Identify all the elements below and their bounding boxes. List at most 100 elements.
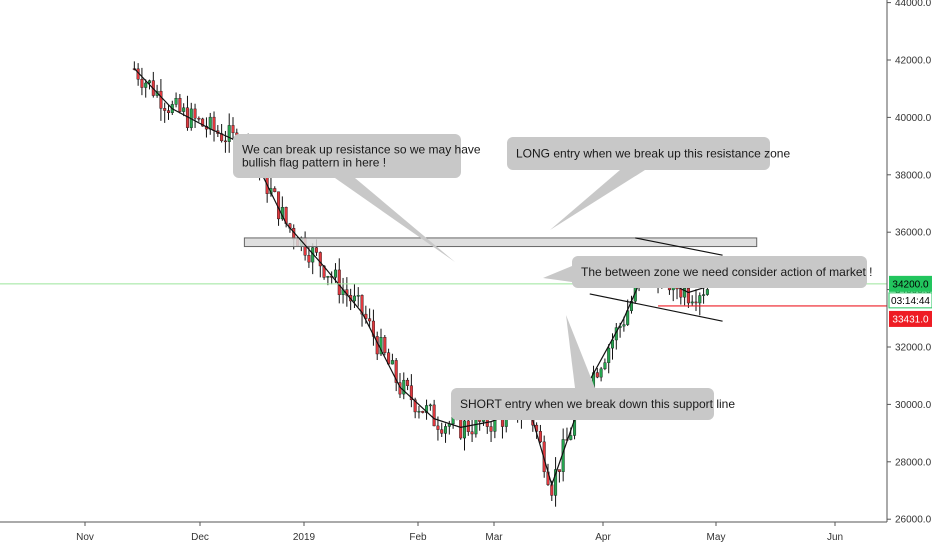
candle-up bbox=[356, 295, 360, 297]
candle-down bbox=[231, 125, 235, 134]
candle-up bbox=[333, 269, 337, 278]
x-tick-label: Mar bbox=[485, 532, 503, 543]
candle-down bbox=[273, 188, 277, 193]
bubble-box bbox=[233, 134, 461, 178]
candle-down bbox=[406, 379, 410, 386]
candle-up bbox=[622, 324, 626, 327]
x-tick-label: Feb bbox=[409, 532, 427, 543]
y-tick-label: 44000.0 bbox=[895, 0, 932, 9]
candle-down bbox=[409, 385, 413, 401]
candle-down bbox=[166, 110, 170, 114]
bubble-box bbox=[451, 388, 714, 420]
flag-upper-line bbox=[635, 237, 723, 256]
candle-up bbox=[554, 469, 558, 496]
candle-up bbox=[603, 362, 607, 370]
candle-down bbox=[201, 118, 205, 127]
candle-up bbox=[428, 404, 432, 407]
candle-up bbox=[444, 426, 448, 434]
y-tick-label: 26000.0 bbox=[895, 515, 932, 526]
annotations-layer: We can break up resistance so we may hav… bbox=[233, 134, 873, 420]
annotation-bubble: The between zone we need consider action… bbox=[543, 256, 873, 288]
annotation-text: bullish flag pattern in here ! bbox=[242, 156, 386, 170]
y-tick-label: 30000.0 bbox=[895, 400, 932, 411]
annotation-bubble: LONG entry when we break up this resista… bbox=[507, 137, 790, 230]
candle-up bbox=[379, 337, 383, 355]
x-tick-label: Jun bbox=[827, 532, 843, 543]
candle-up bbox=[683, 288, 687, 298]
candle-up bbox=[705, 289, 709, 295]
bubble-box bbox=[507, 137, 770, 170]
candle-down bbox=[337, 269, 341, 296]
candle-up bbox=[599, 368, 603, 378]
candle-down bbox=[360, 295, 364, 315]
candle-down bbox=[538, 431, 542, 443]
x-tick-label: Nov bbox=[76, 532, 94, 543]
candle-up bbox=[463, 420, 467, 439]
bubble-pointer bbox=[543, 266, 572, 282]
candle-down bbox=[413, 399, 417, 413]
current-price-label: 34200.0 bbox=[892, 279, 929, 290]
candle-up bbox=[182, 107, 186, 112]
x-tick-label: May bbox=[707, 532, 726, 543]
candle-down bbox=[394, 360, 398, 383]
resistance-zone bbox=[243, 237, 758, 248]
candle-up bbox=[390, 360, 394, 365]
y-tick-label: 28000.0 bbox=[895, 457, 932, 468]
candle-up bbox=[607, 347, 611, 363]
x-axis[interactable]: Nov Dec 2019 Feb Mar Apr May Jun bbox=[0, 521, 887, 543]
bubble-pointer bbox=[566, 315, 595, 388]
y-tick-label: 40000.0 bbox=[895, 113, 932, 124]
candle-down bbox=[159, 90, 163, 109]
candle-up bbox=[352, 295, 356, 302]
candle-up bbox=[227, 125, 231, 142]
x-tick-label: 2019 bbox=[293, 532, 316, 543]
candle-up bbox=[569, 435, 573, 440]
candle-down bbox=[307, 255, 311, 263]
candle-down bbox=[383, 337, 387, 353]
candle-down bbox=[489, 426, 493, 432]
candle-down bbox=[368, 318, 372, 322]
candle-down bbox=[686, 288, 690, 304]
candle-down bbox=[557, 469, 561, 472]
annotation-bubble: SHORT entry when we break down this supp… bbox=[451, 315, 735, 420]
candle-up bbox=[174, 98, 178, 105]
candle-up bbox=[208, 116, 212, 130]
candle-up bbox=[148, 80, 152, 84]
candle-up bbox=[690, 301, 694, 304]
current-price-tag bbox=[889, 275, 932, 292]
candle-down bbox=[178, 98, 182, 112]
candle-up bbox=[417, 410, 421, 413]
candle-up bbox=[326, 276, 330, 278]
candle-down bbox=[679, 288, 683, 298]
candle-down bbox=[193, 108, 197, 119]
support-price-tag bbox=[889, 310, 932, 327]
candle-down bbox=[140, 79, 144, 88]
candle-down bbox=[440, 429, 444, 434]
x-tick-label: Apr bbox=[595, 532, 611, 543]
y-tick-label: 42000.0 bbox=[895, 56, 932, 67]
candle-up bbox=[702, 294, 706, 296]
bubble-pointer bbox=[335, 178, 455, 262]
y-axis[interactable]: 44000.042000.040000.038000.036000.034000… bbox=[886, 0, 932, 526]
candle-down bbox=[223, 140, 227, 143]
candle-down bbox=[436, 425, 440, 430]
candle-down bbox=[212, 116, 216, 131]
candle-down bbox=[694, 301, 698, 304]
x-tick-label: Dec bbox=[191, 532, 209, 543]
candle-down bbox=[595, 372, 599, 378]
flag-lower-line bbox=[589, 293, 723, 322]
bubble-pointer bbox=[550, 170, 645, 230]
candle-up bbox=[425, 405, 429, 413]
y-tick-label: 36000.0 bbox=[895, 228, 932, 239]
y-tick-label: 38000.0 bbox=[895, 170, 932, 181]
candle-down bbox=[314, 247, 318, 253]
candle-down bbox=[470, 431, 474, 435]
support-price-label: 33431.0 bbox=[892, 314, 929, 325]
candle-down bbox=[318, 252, 322, 267]
annotation-text: SHORT entry when we break down this supp… bbox=[460, 397, 735, 411]
candle-down bbox=[432, 404, 436, 427]
annotation-text: LONG entry when we break up this resista… bbox=[516, 147, 790, 161]
bubble-box bbox=[572, 256, 867, 288]
annotation-bubble: We can break up resistance so we may hav… bbox=[233, 134, 481, 262]
